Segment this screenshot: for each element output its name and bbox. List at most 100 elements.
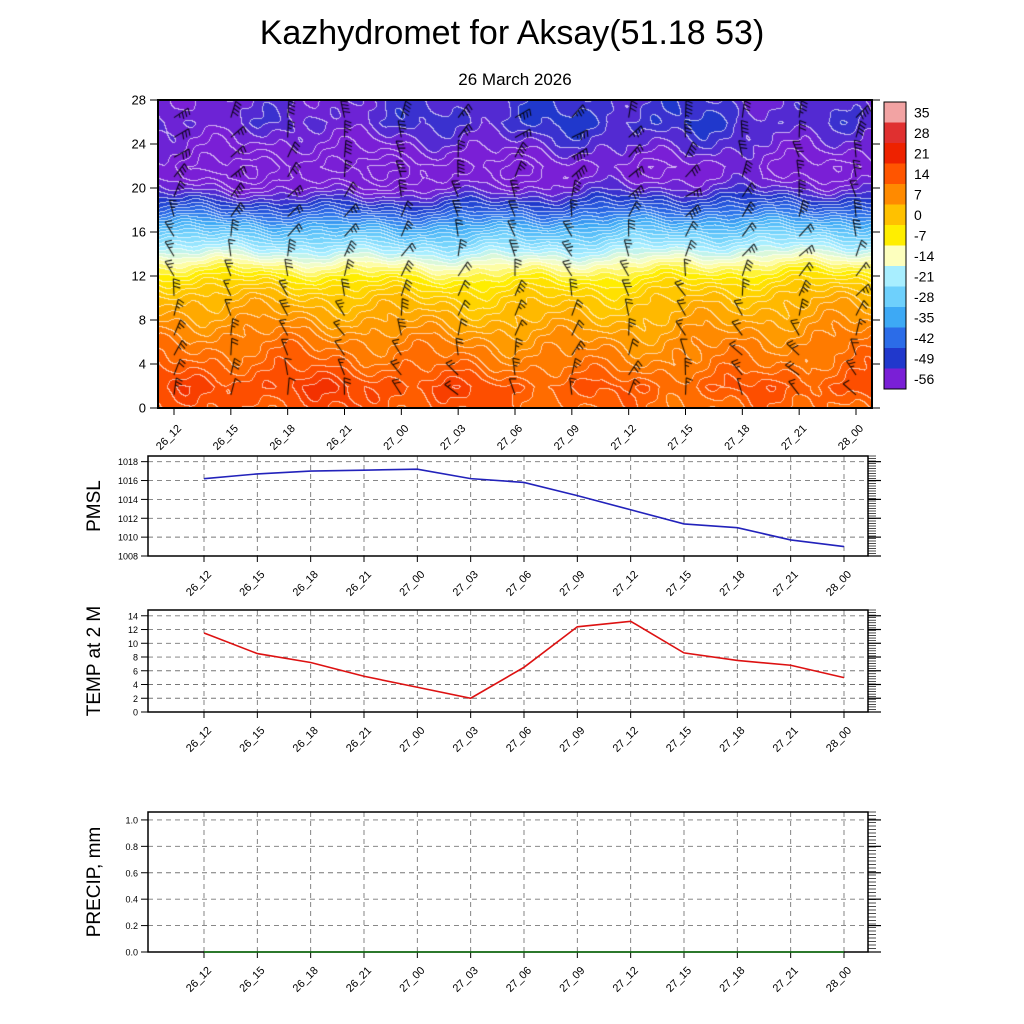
x-tick-label: 26_12 [184,965,214,995]
x-tick-label: 26_21 [325,423,355,453]
y-tick-label: 0.0 [125,948,138,958]
y-tick-label: 1014 [118,495,138,505]
x-tick-label: 27_00 [397,725,427,755]
x-tick-label: 28_00 [824,725,854,755]
pmsl-data-line [203,468,845,548]
x-tick-label: 27_03 [438,423,468,453]
x-tick-label: 27_12 [609,423,639,453]
page-title: Kazhydromet for Aksay(51.18 53) [259,14,765,52]
colorbar-cell [884,348,906,369]
x-tick-label: 26_12 [184,725,214,755]
x-tick-label: 27_09 [557,569,587,599]
x-tick-label: 26_18 [291,965,321,995]
colorbar-tick-label: 0 [914,207,922,223]
pmsl-frame [147,455,869,557]
x-tick-label: 27_21 [771,725,801,755]
y-tick-label: 1012 [118,514,138,524]
y-tick-label: 0.6 [125,868,138,878]
x-tick-label: 27_09 [557,725,587,755]
y-tick-label: 14 [128,611,138,621]
y-tick-label: 8 [139,313,146,328]
x-tick-label: 27_03 [451,725,481,755]
y-tick-label: 1010 [118,533,138,543]
y-tick-label: 0 [139,401,146,416]
y-tick-label: 0.8 [125,842,138,852]
y-tick-label: 8 [133,653,138,663]
x-tick-label: 27_00 [397,569,427,599]
y-tick-label: 12 [128,625,138,635]
temp-2m-frame [147,609,869,713]
colorbar: 35 28 21 14 7 0 -7 -14 -21 -28 -35 -42 -49 -56 [883,101,934,390]
x-tick-label: 28_00 [824,965,854,995]
x-tick-label: 26_21 [344,725,374,755]
x-tick-label: 28_00 [836,423,866,453]
panel-temp-2m: 26_12 26_15 26_18 26_21 27_00 27_03 27_06 27_09… [128,609,881,755]
colorbar-cell [884,122,906,144]
colorbar-tick-label: -42 [914,330,934,346]
x-tick-label: 27_15 [664,965,694,995]
y-tick-label: 0.4 [125,895,138,905]
x-tick-label: 27_21 [771,965,801,995]
colorbar-frame [883,101,907,390]
x-tick-label: 27_09 [557,965,587,995]
y-tick-label: 1008 [118,552,138,562]
x-tick-label: 26_15 [237,725,267,755]
panel-precip: 26_12 26_15 26_18 26_21 27_00 27_03 27_06 27_09… [125,811,881,995]
y-tick-label: 6 [133,666,138,676]
x-tick-label: 27_06 [504,725,534,755]
y-tick-label: 1016 [118,476,138,486]
y-tick-label: 1018 [118,457,138,467]
x-tick-label: 26_21 [344,965,374,995]
x-tick-label: 27_21 [771,569,801,599]
x-tick-label: 27_12 [611,569,641,599]
colorbar-cell [884,327,906,349]
colorbar-cell [884,225,906,246]
colorbar-cell [884,184,906,205]
y-tick-label: 0 [133,708,138,718]
y-tick-label: 0.2 [125,921,138,931]
date-subtitle: 26 March 2026 [458,70,572,89]
x-tick-label: 26_12 [184,569,214,599]
x-tick-label: 26_15 [237,965,267,995]
colorbar-cell [884,102,906,123]
colorbar-cell [884,204,906,226]
x-tick-label: 27_15 [666,423,696,453]
colorbar-tick-label: -56 [914,371,934,387]
y-tick-label: 2 [133,694,138,704]
x-tick-label: 26_18 [291,725,321,755]
temperature-cross-section-canvas [158,100,872,408]
x-tick-label: 28_00 [824,569,854,599]
x-tick-label: 27_18 [722,423,752,453]
panel-pmsl: 26_12 26_15 26_18 26_21 27_00 27_03 27_06 27_09… [118,455,881,599]
x-tick-label: 26_18 [268,423,298,453]
x-tick-label: 27_21 [779,423,809,453]
x-tick-label: 27_00 [397,965,427,995]
y-tick-label: 28 [132,93,146,108]
y-tick-label: 16 [132,225,146,240]
x-tick-label: 26_15 [211,423,241,453]
cross-section-axes: 0 4 8 12 16 20 24 28 26_12 26_15 26_18 26_21 27_00 27… [132,93,880,453]
x-tick-label: 27_15 [664,569,694,599]
x-tick-label: 27_03 [451,965,481,995]
y-tick-label: 1.0 [125,815,138,825]
colorbar-cell [884,143,906,164]
y-tick-label: 20 [132,181,146,196]
colorbar-cell [884,266,906,287]
x-tick-label: 27_15 [664,725,694,755]
x-tick-label: 27_18 [717,569,747,599]
x-tick-label: 27_06 [495,423,525,453]
precip-frame [147,811,869,953]
x-tick-label: 26_21 [344,569,374,599]
y-tick-label: 10 [128,639,138,649]
colorbar-cell [884,163,906,185]
x-tick-label: 27_09 [552,423,582,453]
colorbar-tick-label: 28 [914,125,930,141]
x-tick-label: 27_06 [504,569,534,599]
temp-2m-data-line [203,620,845,700]
colorbar-tick-label: -49 [914,350,934,366]
colorbar-tick-label: 21 [914,145,930,161]
colorbar-cell [884,286,906,308]
y-tick-label: 4 [139,357,146,372]
